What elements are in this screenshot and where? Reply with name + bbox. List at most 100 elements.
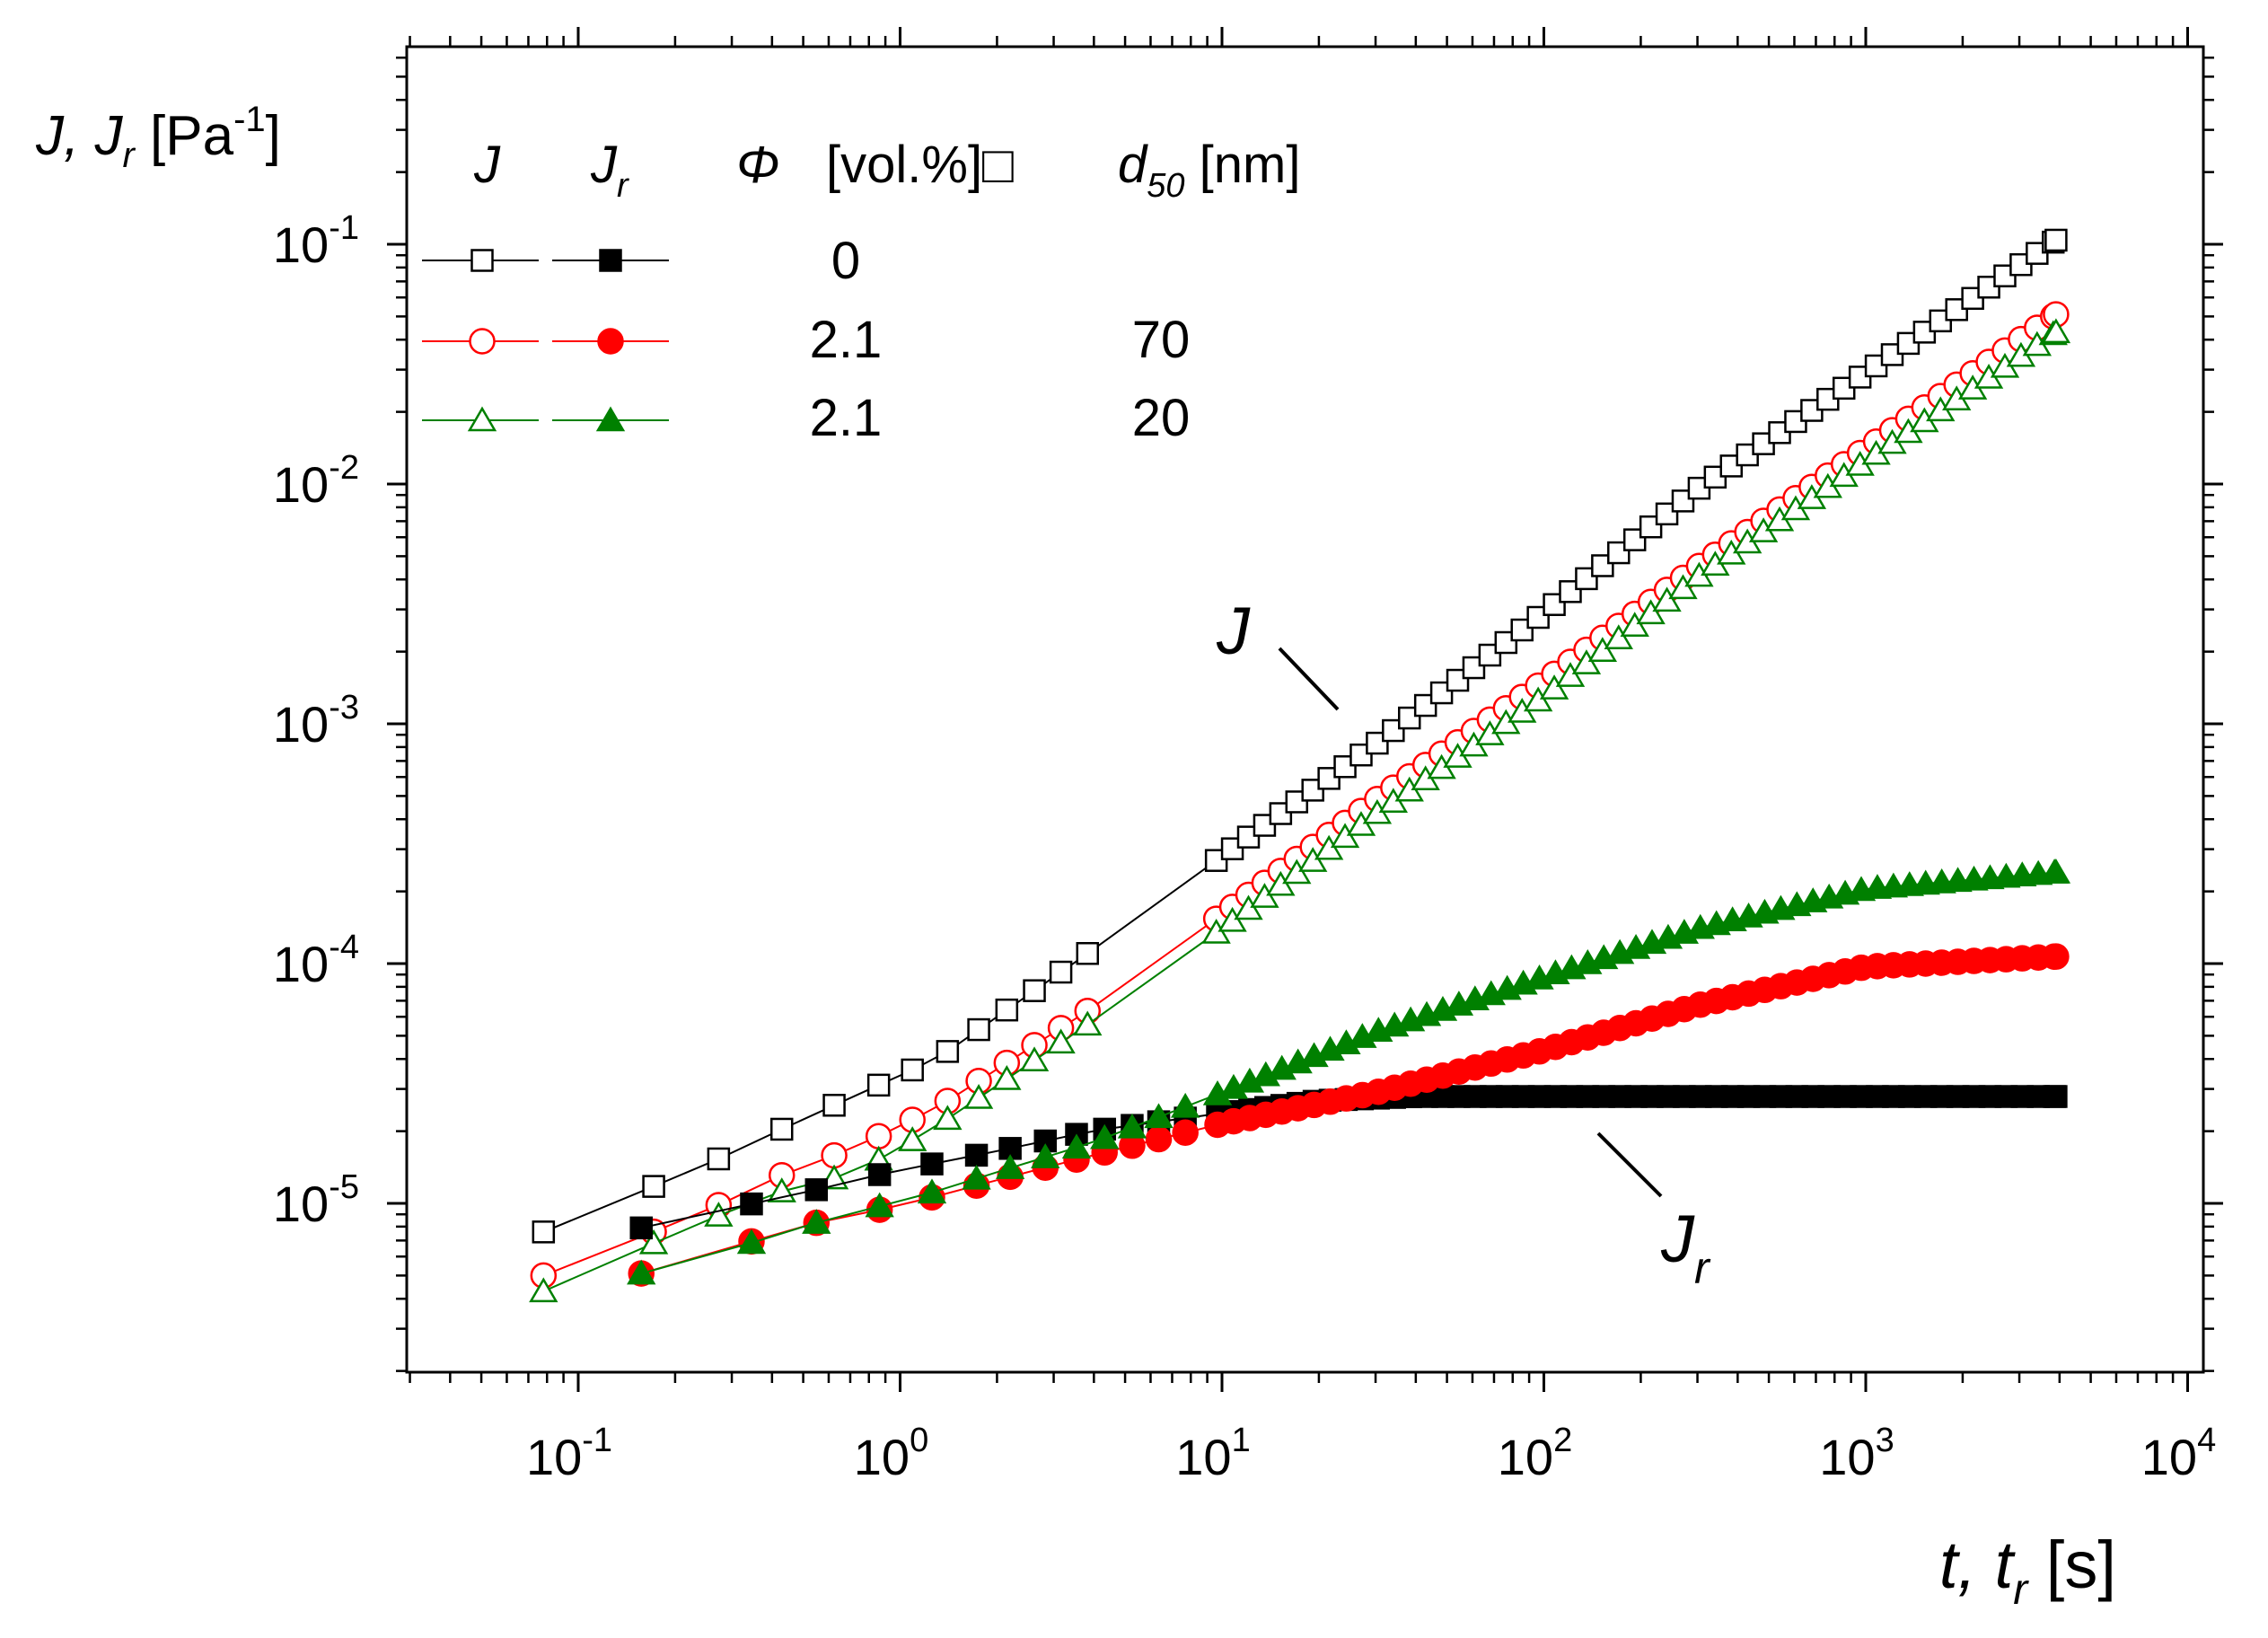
legend-marker-filled [599, 249, 622, 272]
ticks-layer: 10-1 100 101 102 103 104 10-5 10-4 10-3 10-2 10-1 [273, 27, 2223, 1485]
series-0-point [1049, 960, 1073, 984]
y-tick-label: 10-1 [273, 209, 359, 273]
series-2-point [529, 1277, 558, 1303]
series-0-point [936, 1040, 960, 1063]
series-2-point [638, 1228, 669, 1255]
series-2-point [1046, 1028, 1076, 1054]
series-5-point [1170, 1092, 1200, 1118]
series-5-point [627, 1259, 656, 1285]
series-2-point [992, 1064, 1022, 1090]
series-2-point [1314, 834, 1344, 860]
y-axis-title: J, Jr [Pa-1] [35, 100, 281, 175]
legend-header-phi: Φ [736, 136, 780, 194]
series-3-point [740, 1192, 763, 1216]
legend-header-j: J [473, 136, 501, 194]
legend-row-0 [422, 249, 669, 272]
legend-marker-filled [595, 406, 626, 432]
series-0 [532, 228, 2068, 1244]
series-0-point [707, 1147, 731, 1171]
series-2-point [1620, 612, 1649, 638]
series-2-point [1571, 649, 1602, 674]
series-5-point [1061, 1133, 1092, 1159]
series-0-point [532, 1220, 556, 1244]
legend-phi-1: 2.1 [810, 311, 883, 369]
series-2-point [1636, 599, 1666, 625]
legend-rows [422, 249, 669, 432]
series-2-point [1330, 823, 1360, 849]
series-2-point [1604, 624, 1633, 649]
series-5 [627, 859, 2071, 1285]
x-axis-title: t, tr [s] [1939, 1528, 2116, 1614]
series-3-point [920, 1152, 944, 1176]
series-5-point [1144, 1103, 1174, 1129]
legend-d50-2: 20 [1132, 389, 1191, 447]
legend-marker-open [469, 328, 496, 355]
y-tick-label: 10-5 [273, 1168, 359, 1232]
series-2-point [933, 1105, 963, 1131]
series-2-point [819, 1164, 849, 1190]
series-2-point [1218, 906, 1247, 932]
series-2-point [1346, 811, 1376, 836]
annotation-jr: Jr [1596, 1132, 1711, 1293]
x-tick-label: 100 [854, 1422, 928, 1485]
legend-d50-1: 70 [1132, 311, 1191, 369]
series-1-point [865, 1123, 892, 1149]
series-3-point [629, 1216, 653, 1240]
legend-marker-open [470, 249, 494, 272]
legend-marker-open [467, 406, 497, 432]
annotation-j-leader [1278, 647, 1340, 711]
series-2-point [1539, 674, 1569, 700]
series-3-point [2044, 1085, 2068, 1108]
series-1-point [821, 1141, 848, 1169]
series-0-point [995, 998, 1019, 1022]
series-2-point [1668, 574, 1698, 600]
series-2-point [704, 1202, 734, 1227]
x-tick-label: 101 [1175, 1422, 1250, 1485]
x-tick-label: 102 [1498, 1422, 1572, 1485]
series-2-point [2041, 318, 2071, 344]
series-0-point [866, 1073, 891, 1097]
series-5-point [1031, 1143, 1060, 1168]
annotation-jr-label: Jr [1660, 1202, 1711, 1293]
series-5-point [962, 1164, 991, 1190]
series-0-point [967, 1017, 990, 1042]
series-2-point [1019, 1046, 1050, 1072]
series-5-point [1117, 1113, 1147, 1139]
series-2-point [1266, 870, 1296, 896]
series-5-point [736, 1228, 767, 1255]
series-0-point [822, 1094, 846, 1117]
series-5-point [995, 1154, 1025, 1179]
series-3-point [867, 1163, 892, 1186]
series-5-point [917, 1178, 947, 1204]
legend-header-jr: Jr [590, 136, 629, 205]
legend-row-2 [422, 406, 669, 432]
series-5-point [2041, 859, 2071, 884]
series-2-point [1652, 586, 1682, 612]
series-5-point [1090, 1123, 1120, 1149]
series-2-point [1234, 894, 1263, 920]
annotation-j-label: J [1216, 594, 1251, 668]
y-tick-label: 10-2 [273, 449, 359, 513]
series-5-point [865, 1192, 894, 1218]
annotation-j: J [1216, 594, 1340, 711]
series-0-point [1076, 942, 1100, 965]
legend-header-phi-unit: [vol.%]□ [826, 136, 1014, 194]
x-tick-label: 10-1 [526, 1422, 612, 1485]
series-0-point [769, 1117, 794, 1141]
series-4-point [2043, 943, 2070, 970]
series-layer [529, 228, 2071, 1303]
series-2-point [1587, 637, 1618, 662]
series-4 [628, 943, 2070, 1287]
series-5-point [802, 1209, 831, 1234]
plot-frame [405, 45, 2205, 1374]
series-0-point [2044, 228, 2068, 252]
series-2-point [1073, 1010, 1103, 1036]
legend-header-d50: d50 [nm] [1118, 136, 1300, 205]
series-2-point [898, 1126, 927, 1151]
annotation-jr-leader [1596, 1132, 1663, 1198]
series-4-point [1145, 1125, 1173, 1153]
x-tick-label: 104 [2141, 1422, 2216, 1485]
series-2-point [1250, 883, 1279, 908]
series-3-point [804, 1178, 829, 1202]
